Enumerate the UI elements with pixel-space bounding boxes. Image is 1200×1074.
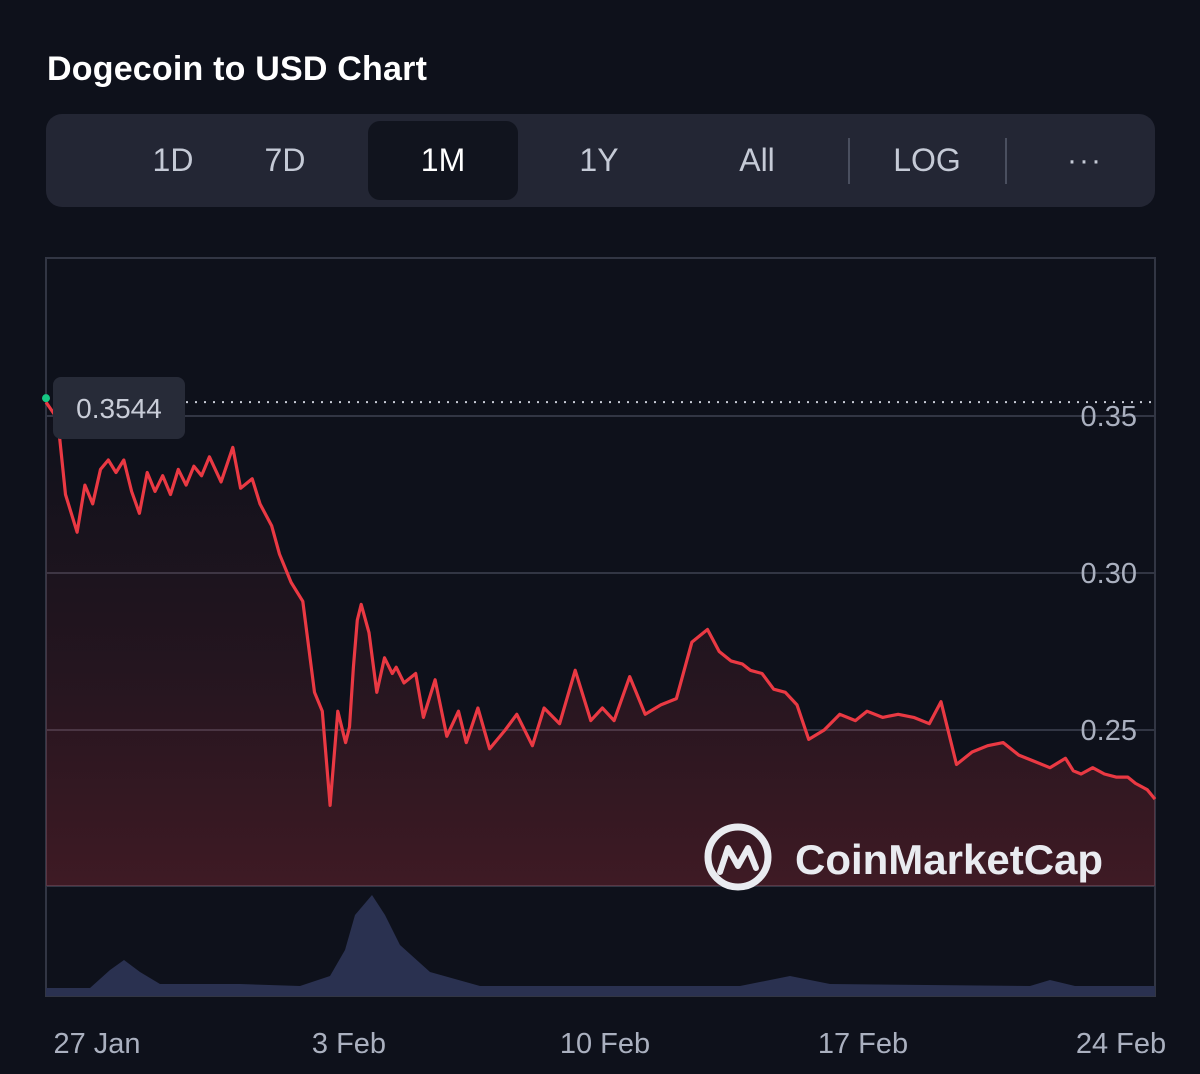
- toolbar-divider: [848, 138, 850, 184]
- tab-1m[interactable]: 1M: [368, 121, 518, 200]
- current-price-badge: 0.3544: [53, 377, 185, 439]
- tab-7d[interactable]: 7D: [264, 142, 306, 178]
- tab-all[interactable]: All: [739, 142, 775, 178]
- timeframe-toolbar: 1D 7D 1M 1Y All LOG ···: [46, 114, 1155, 207]
- coinmarketcap-logo-icon: [704, 823, 772, 891]
- x-tick-label: 24 Feb: [1076, 1028, 1166, 1060]
- y-tick-label: 0.30: [1081, 558, 1137, 590]
- watermark-text: CoinMarketCap: [795, 836, 1103, 883]
- page-title: Dogecoin to USD Chart: [47, 50, 428, 88]
- tab-1d[interactable]: 1D: [152, 142, 194, 178]
- y-tick-label: 0.25: [1081, 715, 1137, 747]
- y-tick-label: 0.35: [1081, 401, 1137, 433]
- x-tick-label: 27 Jan: [53, 1028, 140, 1060]
- toolbar-divider: [1005, 138, 1007, 184]
- current-price-value: 0.3544: [76, 393, 162, 424]
- price-area-fill: [46, 402, 1155, 886]
- tab-1y[interactable]: 1Y: [579, 142, 619, 178]
- coinmarketcap-watermark: CoinMarketCap: [704, 823, 1103, 891]
- log-toggle[interactable]: LOG: [893, 142, 961, 178]
- volume-area: [46, 895, 1155, 996]
- price-line: [44, 401, 1157, 807]
- x-tick-label: 3 Feb: [312, 1028, 386, 1060]
- x-tick-label: 10 Feb: [560, 1028, 650, 1060]
- x-tick-label: 17 Feb: [818, 1028, 908, 1060]
- more-options-icon[interactable]: ···: [1067, 143, 1103, 177]
- start-marker: [42, 394, 50, 403]
